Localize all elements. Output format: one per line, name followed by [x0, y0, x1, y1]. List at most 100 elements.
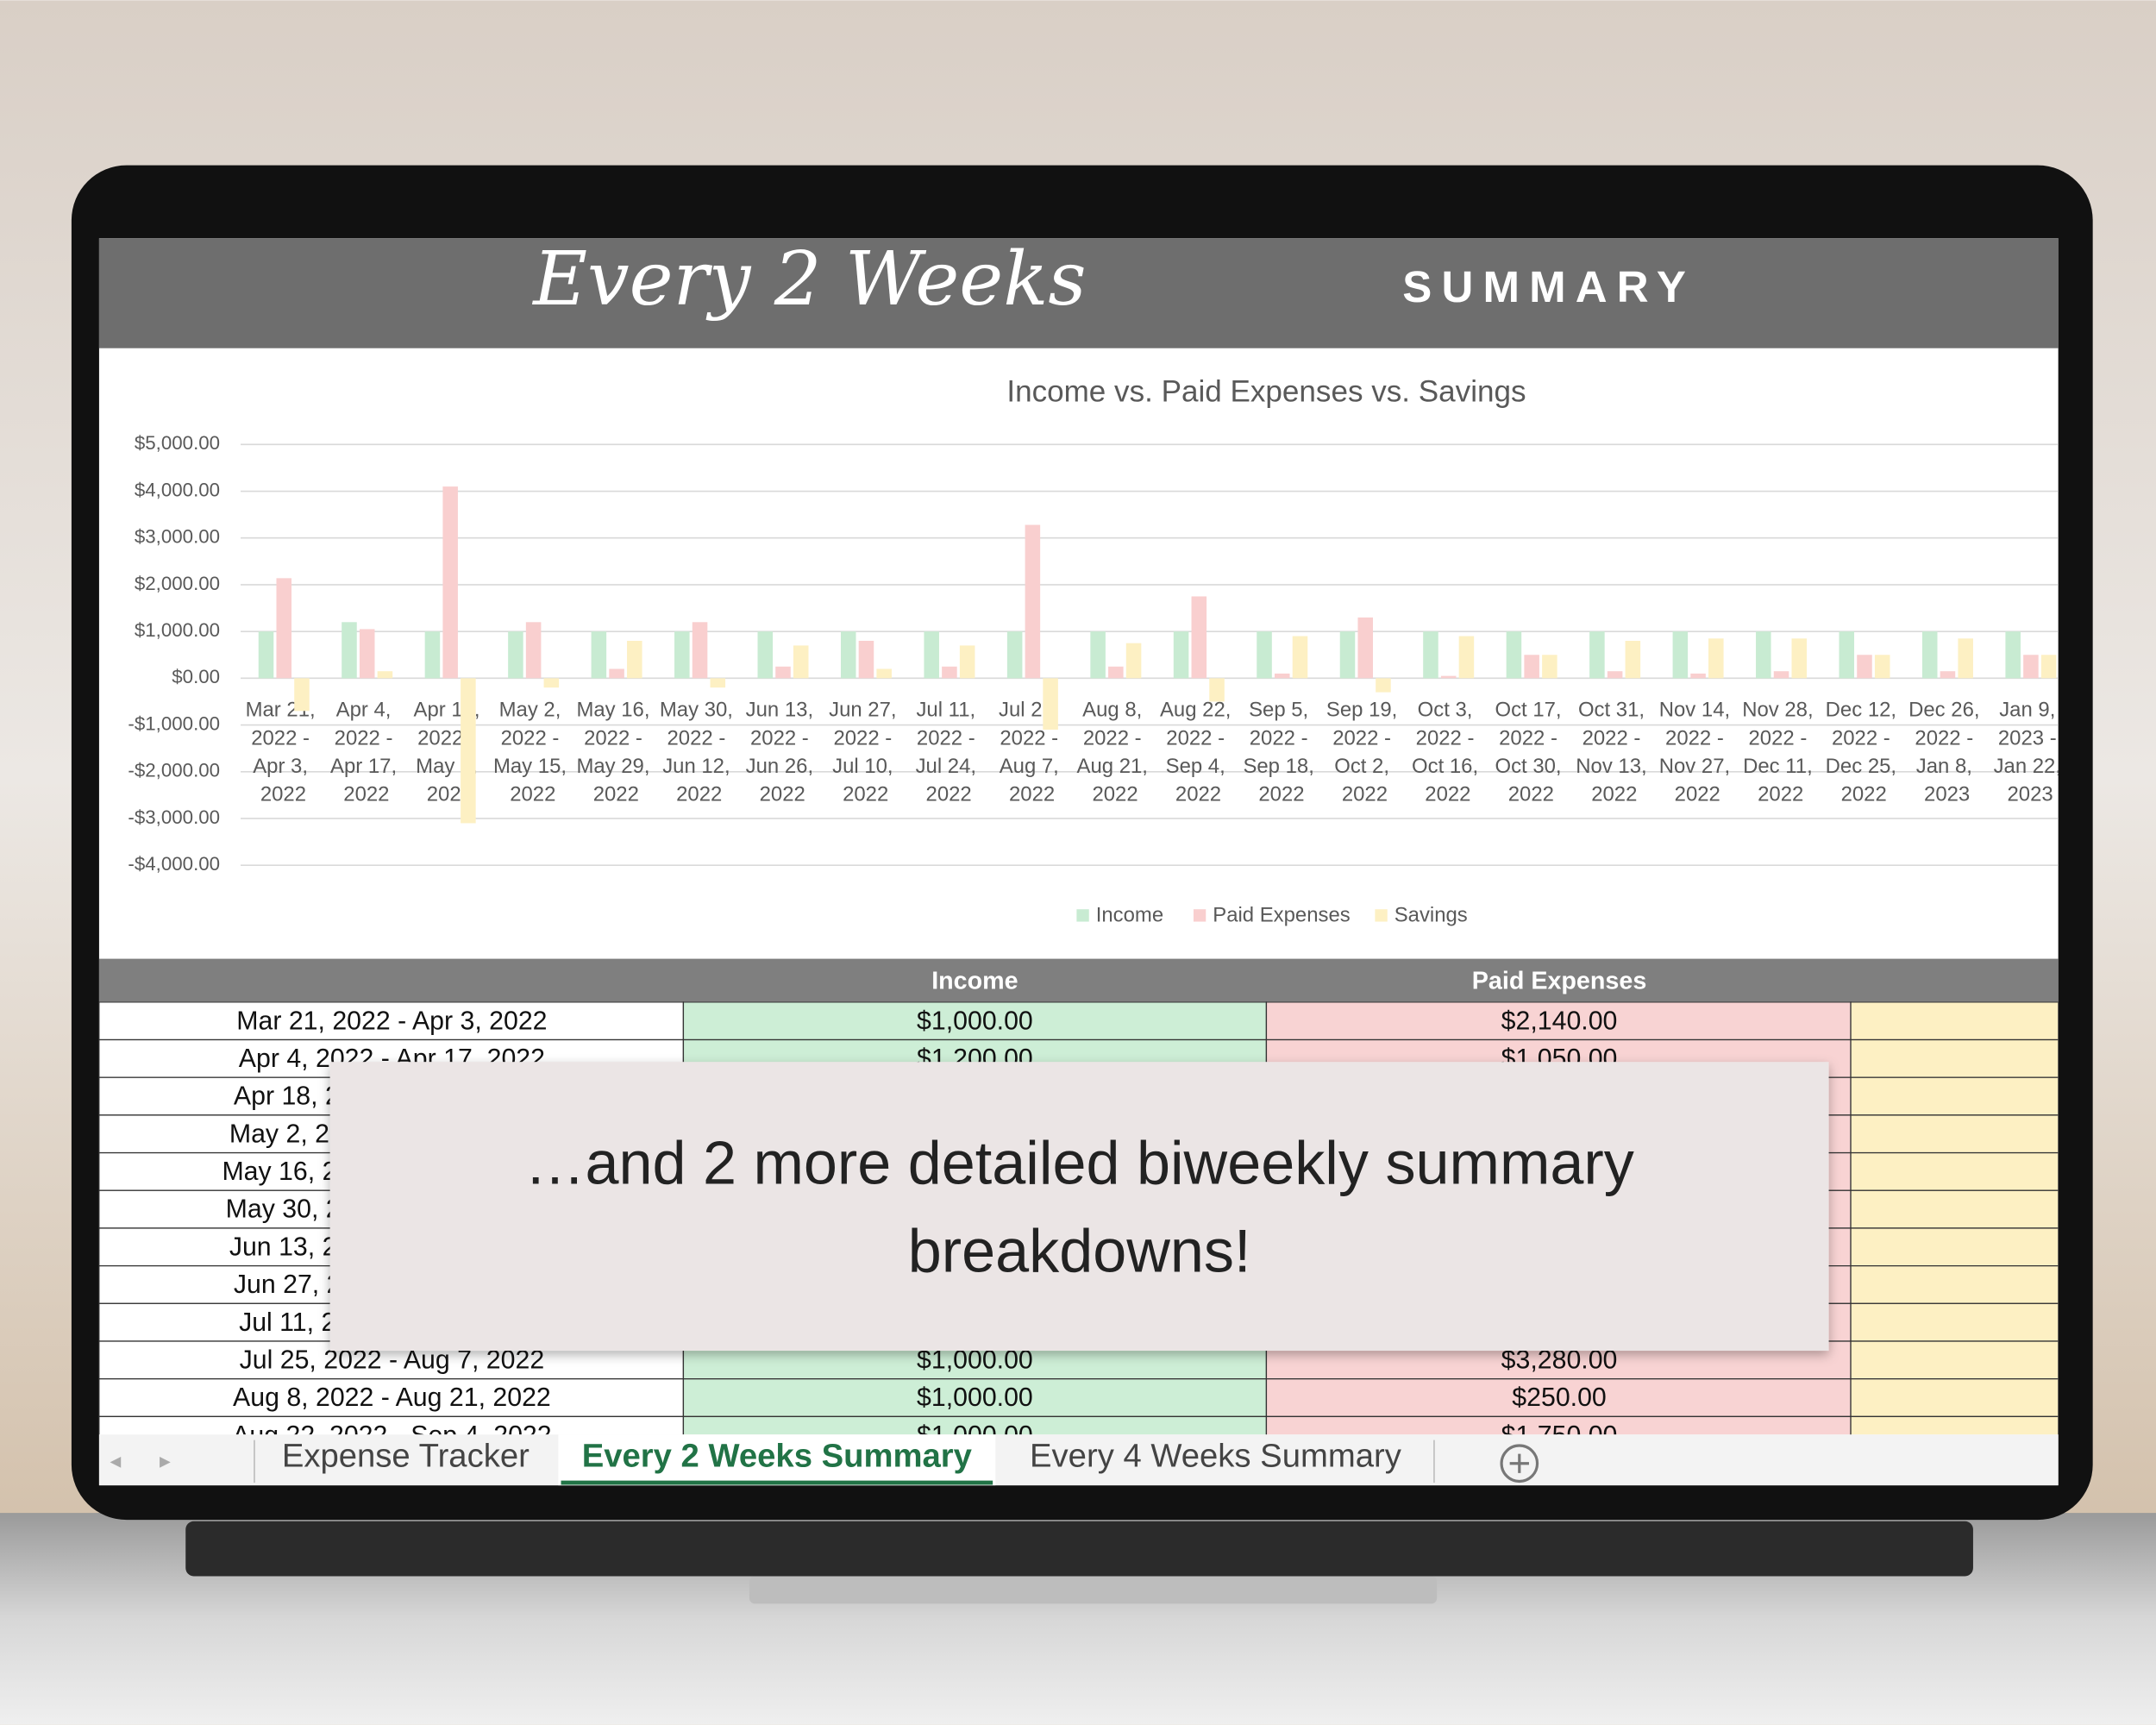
bar [942, 666, 957, 679]
keyboard [185, 1521, 1973, 1577]
y-tick-label: -$2,000.00 [128, 760, 220, 781]
bar [1773, 671, 1789, 679]
add-sheet[interactable] [1500, 1444, 1539, 1484]
trackpad [749, 1576, 1438, 1604]
cell [1850, 1114, 2059, 1154]
x-tick-label: Sep 19, 2022 - Oct 2, 2022 [1326, 699, 1403, 806]
cell [98, 1001, 685, 1041]
cell-expenses: $250.00 [1512, 1383, 1606, 1412]
bar [1025, 524, 1041, 679]
x-tick-label: Sep 5, 2022 - Sep 18, 2022 [1243, 699, 1319, 806]
bar [924, 631, 939, 679]
bar [1108, 666, 1124, 679]
x-tick-label: Oct 17, 2022 - Oct 30, 2022 [1495, 699, 1567, 806]
bar [710, 678, 726, 688]
bar [1440, 675, 1457, 679]
bar [543, 678, 560, 688]
legend-swatch [1076, 909, 1089, 922]
cell [98, 1415, 685, 1435]
bar [1874, 655, 1890, 679]
sheet-tab[interactable]: Every 4 Weeks Summary [1030, 1437, 1402, 1474]
bar [1756, 631, 1771, 679]
cell [1850, 1340, 2059, 1380]
bar [1607, 671, 1623, 679]
bar [276, 578, 292, 679]
bar [525, 622, 542, 679]
header-subtitle: SUMMARY [1402, 262, 1695, 311]
bar [1839, 631, 1855, 679]
cell [1850, 1038, 2059, 1078]
legend-label: Paid Expenses [1213, 903, 1351, 926]
overlay-box [329, 1062, 1829, 1352]
cell [1850, 1264, 2059, 1304]
sheet-tab[interactable]: Expense Tracker [282, 1437, 530, 1474]
bar [1690, 673, 1706, 679]
bar [294, 678, 310, 712]
cell-income: $1,000.00 [917, 1007, 1033, 1035]
bar [1357, 617, 1373, 679]
bar [793, 645, 809, 679]
x-tick-label: Dec 26, 2022 - Jan 8, 2023 [1908, 699, 1985, 806]
bar [1209, 678, 1225, 702]
x-tick-label: Nov 14, 2022 - Nov 27, 2022 [1659, 699, 1736, 806]
bar [1708, 638, 1724, 679]
column-header: Income [931, 967, 1018, 994]
bar [2023, 655, 2039, 679]
bar [757, 631, 774, 679]
column-header: Paid Expenses [1472, 967, 1647, 994]
x-tick-label: Aug 8, 2022 - Aug 21, 2022 [1077, 699, 1154, 806]
active-tab-bg [558, 1434, 996, 1486]
cell [1850, 1001, 2059, 1041]
bar [2005, 631, 2021, 679]
x-tick-label: Jun 13, 2022 - Jun 26, 2022 [746, 699, 819, 806]
bar [1458, 636, 1475, 679]
cell [1850, 1415, 2059, 1435]
bar [508, 631, 523, 679]
bar [591, 631, 607, 679]
cell [1265, 1415, 1852, 1435]
legend-swatch [1193, 909, 1206, 922]
y-tick-label: $5,000.00 [135, 432, 220, 454]
bar [840, 631, 856, 679]
cell-expenses: $2,140.00 [1501, 1007, 1618, 1035]
bar [461, 678, 476, 824]
bar [1257, 631, 1272, 679]
bar [1423, 631, 1438, 679]
x-tick-label: Jun 27, 2022 - Jul 10, 2022 [829, 699, 902, 806]
bar [424, 631, 441, 679]
add-sheet-icon [1509, 1453, 1529, 1473]
bar [1791, 638, 1808, 679]
bar [1672, 631, 1689, 679]
x-tick-label: Oct 31, 2022 - Nov 13, 2022 [1576, 699, 1652, 806]
x-tick-label: May 30, 2022 - Jun 12, 2022 [660, 699, 739, 806]
tab-scroll-left[interactable]: ◂ [110, 1449, 122, 1473]
tab-scroll-right[interactable]: ▸ [160, 1449, 171, 1473]
y-tick-label: $0.00 [172, 666, 220, 687]
bar [674, 631, 690, 679]
bar [1940, 671, 1956, 679]
cell [1850, 1189, 2059, 1229]
bar [2040, 655, 2057, 679]
bar [1625, 640, 1641, 679]
y-tick-label: -$3,000.00 [128, 806, 220, 828]
table-header [98, 958, 2059, 1002]
y-tick-label: $2,000.00 [135, 573, 220, 594]
sheet-tab[interactable]: Every 2 Weeks Summary [582, 1437, 973, 1474]
bar [1921, 631, 1938, 679]
bar [1506, 631, 1522, 679]
cell-period: Mar 21, 2022 - Apr 3, 2022 [236, 1007, 547, 1035]
cell [1850, 1378, 2059, 1418]
overlay-text: breakdowns! [908, 1217, 1251, 1285]
x-tick-label: May 2, 2022 - May 15, 2022 [493, 699, 573, 806]
cell-income: $1,000.00 [917, 1383, 1033, 1412]
bar [775, 666, 791, 679]
bar [858, 640, 874, 679]
cell [682, 1415, 1268, 1435]
bar [959, 645, 975, 679]
bar [1542, 655, 1557, 679]
bar [442, 486, 458, 679]
bar [1006, 631, 1023, 679]
cell [1850, 1227, 2059, 1267]
bar [1125, 643, 1142, 679]
